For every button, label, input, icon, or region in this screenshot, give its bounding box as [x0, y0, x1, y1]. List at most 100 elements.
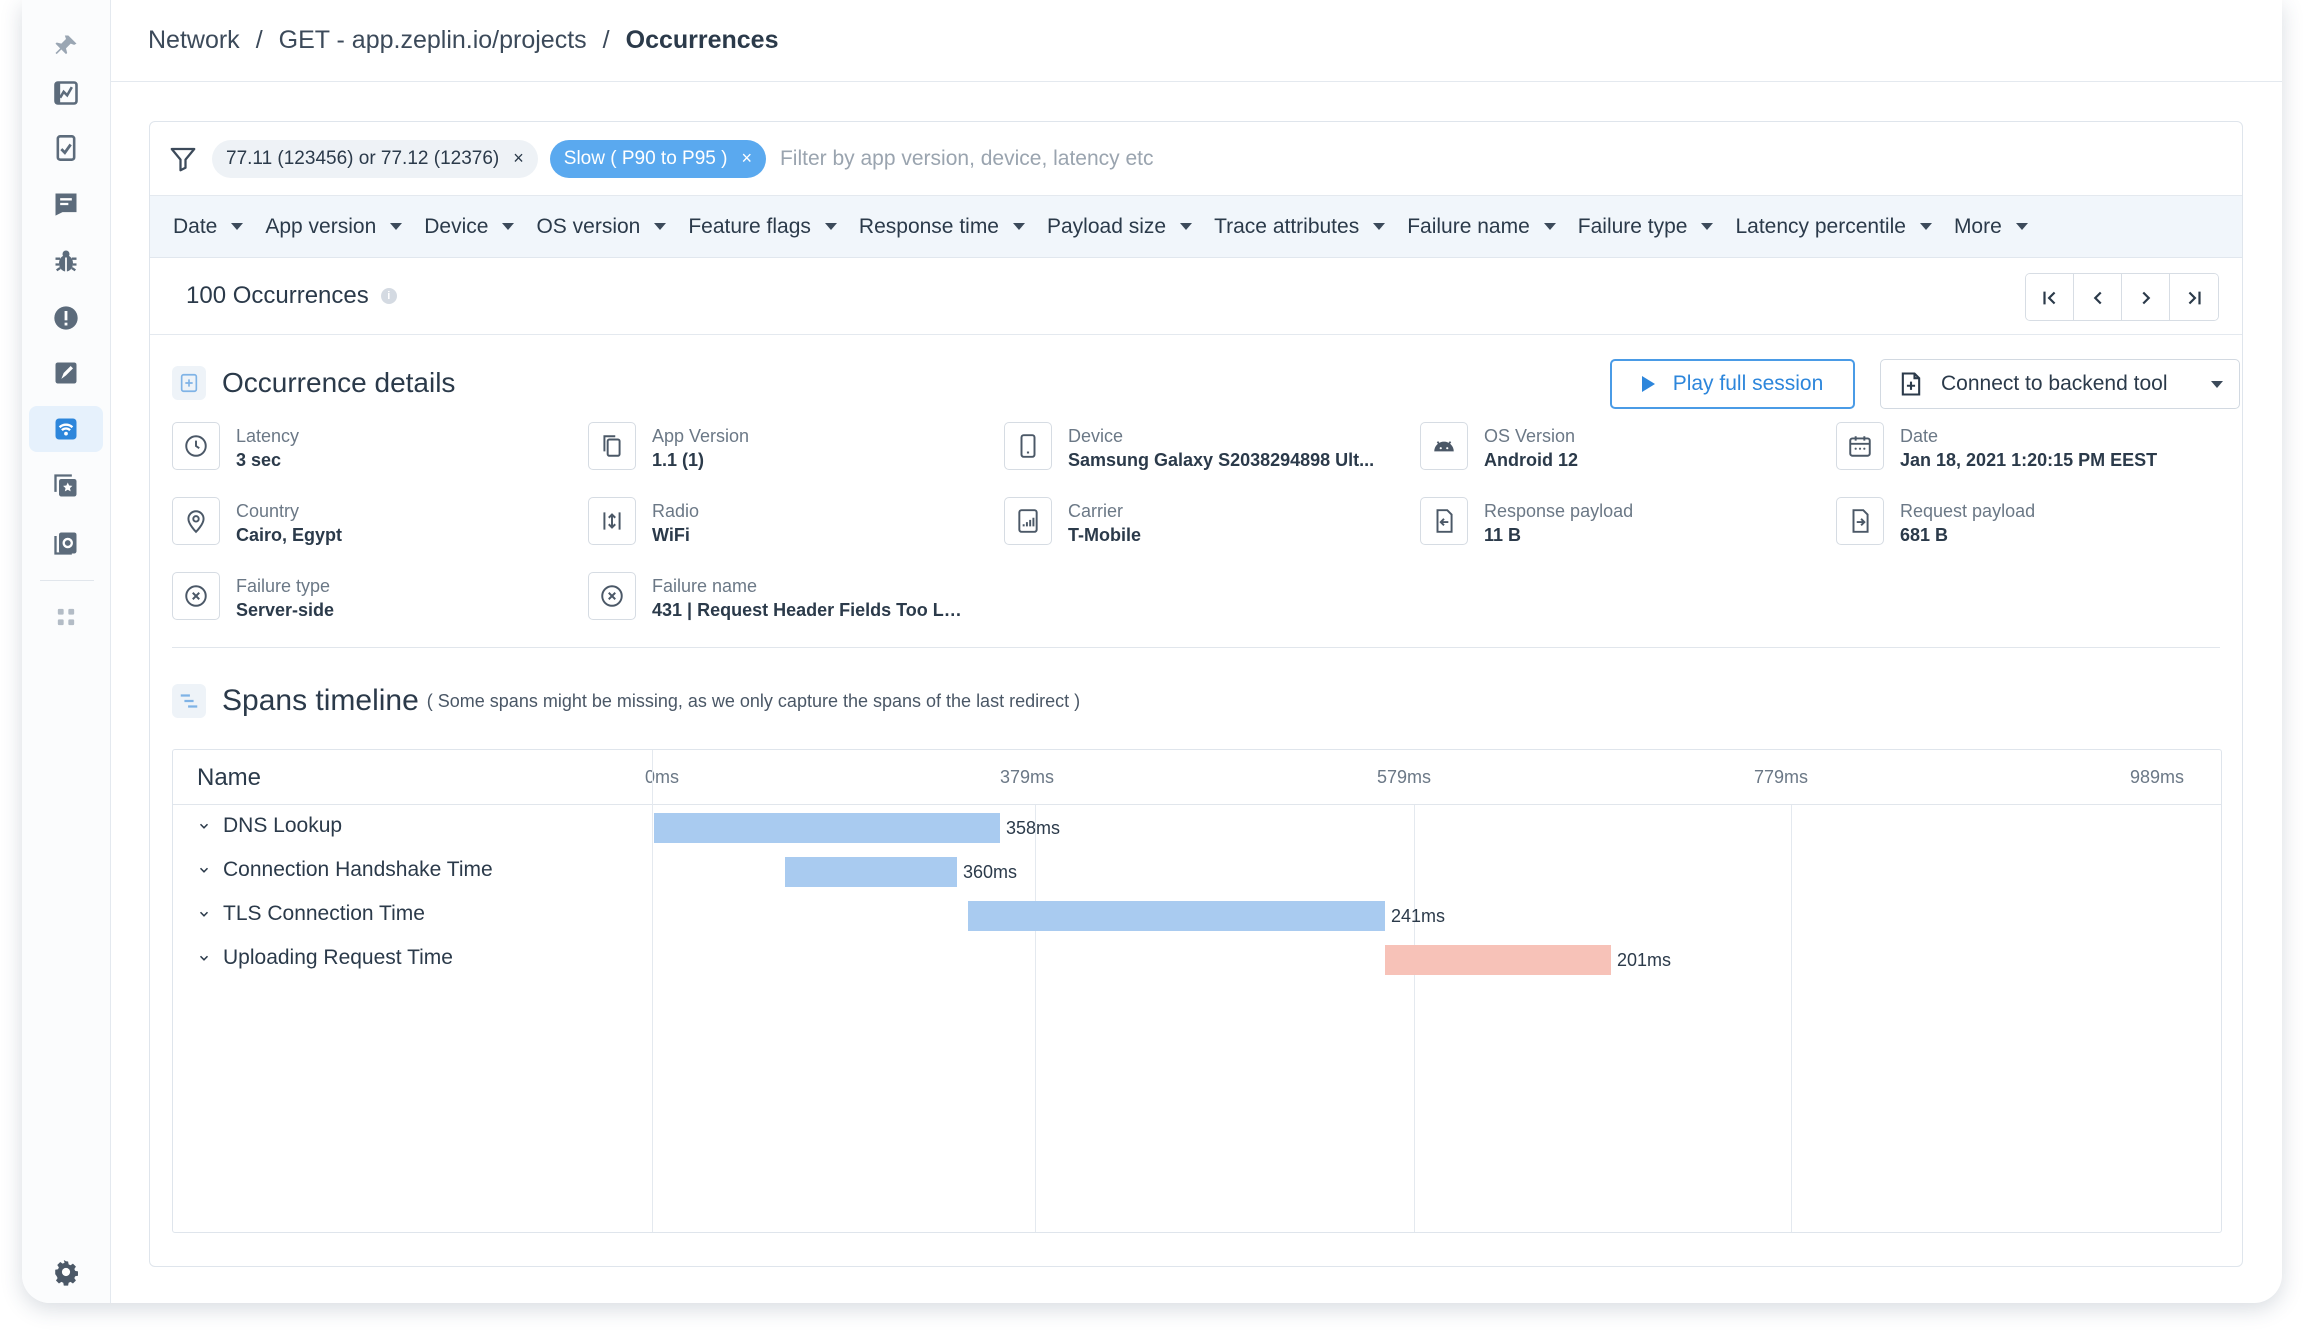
detail-value: T-Mobile [1068, 525, 1141, 545]
span-row-uploading-request[interactable]: Uploading Request Time [197, 946, 453, 970]
timeline-header-row: Name 0ms 379ms 579ms 779ms 989ms [173, 750, 2221, 805]
dimension-latency-percentile[interactable]: Latency percentile [1735, 214, 1932, 239]
play-full-session-button[interactable]: Play full session [1610, 359, 1855, 409]
connect-icon [1901, 372, 1921, 396]
x-circle-icon [172, 572, 220, 620]
dimension-device[interactable]: Device [424, 215, 515, 239]
last-page-button[interactable] [2170, 274, 2218, 320]
span-bar[interactable] [785, 857, 957, 887]
detail-label: Response payload [1484, 501, 1634, 521]
dimension-label: Latency percentile [1735, 214, 1906, 238]
span-row-dns-lookup[interactable]: DNS Lookup [197, 814, 342, 838]
caret-down-icon [2015, 223, 2028, 230]
remove-chip-icon[interactable]: × [513, 148, 524, 168]
span-name: TLS Connection Time [223, 902, 425, 925]
tick-label: 779ms [1754, 767, 1809, 787]
detail-country: Country Cairo, Egypt [172, 497, 572, 547]
apm-icon[interactable] [29, 125, 103, 171]
connect-backend-tool-button[interactable]: Connect to backend tool [1880, 359, 2240, 409]
grid-line [1414, 805, 1415, 1232]
dimension-failure-name[interactable]: Failure name [1407, 215, 1556, 239]
detail-value: 11 B [1484, 525, 1522, 545]
detail-device: Device Samsung Galaxy S2038294898 Ult... [1004, 422, 1404, 472]
occurrences-header: 100 Occurrences i [150, 258, 2242, 335]
detail-latency: Latency 3 sec [172, 422, 572, 472]
filter-search-input[interactable] [779, 146, 1580, 171]
connect-button-label: Connect to backend tool [1941, 372, 2168, 395]
dimension-failure-type[interactable]: Failure type [1578, 215, 1714, 239]
more-apps-icon[interactable] [29, 594, 103, 640]
gear-icon[interactable] [29, 1249, 103, 1295]
chevron-down-icon [199, 911, 209, 917]
span-bar[interactable] [1385, 945, 1611, 975]
first-page-button[interactable] [2026, 274, 2074, 320]
caret-down-icon [1013, 223, 1025, 230]
filter-bar: 77.11 (123456) or 77.12 (12376) × Slow (… [150, 122, 2242, 196]
request-icon [1836, 497, 1884, 545]
app-window: Network / GET - app.zeplin.io/projects /… [22, 0, 2282, 1303]
previous-page-button[interactable] [2074, 274, 2122, 320]
detail-value: Server-side [236, 600, 335, 620]
dimension-label: Trace attributes [1214, 214, 1360, 238]
caret-down-icon [502, 223, 515, 230]
detail-carrier: Carrier T-Mobile [1004, 497, 1404, 547]
breadcrumb-endpoint[interactable]: GET - app.zeplin.io/projects [278, 26, 587, 54]
detail-label: Failure type [236, 576, 331, 596]
reports-icon[interactable] [29, 181, 103, 227]
caret-down-icon[interactable] [2211, 381, 2223, 388]
remove-chip-icon[interactable]: × [741, 148, 752, 168]
dimension-feature-flags[interactable]: Feature flags [688, 215, 837, 239]
sessions-icon[interactable] [29, 520, 103, 566]
release-icon[interactable] [29, 350, 103, 396]
caret-down-icon [1701, 223, 1714, 230]
span-duration-label: 360ms [963, 862, 1018, 882]
detail-label: Radio [652, 501, 700, 521]
dashboard-icon[interactable] [29, 70, 103, 116]
pin-icon[interactable] [29, 23, 103, 69]
info-icon[interactable]: i [380, 288, 397, 304]
occurrence-details-header: Occurrence details [172, 366, 455, 400]
dimension-payload-size[interactable]: Payload size [1047, 215, 1193, 239]
span-row-tls-connection[interactable]: TLS Connection Time [197, 902, 425, 926]
featured-icon[interactable] [29, 463, 103, 509]
detail-label: App Version [652, 426, 750, 446]
dimension-os-version[interactable]: OS version [536, 214, 667, 239]
calendar-icon [1836, 422, 1884, 470]
breadcrumb-separator: / [602, 26, 610, 54]
span-bar[interactable] [968, 901, 1385, 931]
bug-icon[interactable] [29, 238, 103, 284]
detail-app-version: App Version 1.1 (1) [588, 422, 988, 472]
detail-value: 1.1 (1) [652, 450, 705, 470]
occurrences-card: 77.11 (123456) or 77.12 (12376) × Slow (… [149, 121, 2243, 1267]
dimension-trace-attributes[interactable]: Trace attributes [1214, 214, 1386, 239]
span-row-connection-handshake[interactable]: Connection Handshake Time [197, 858, 493, 882]
breadcrumb-network[interactable]: Network [148, 26, 240, 54]
tick-label: 379ms [1000, 767, 1055, 787]
filter-chip-app-version[interactable]: 77.11 (123456) or 77.12 (12376) × [212, 139, 538, 178]
filter-chip-label: Slow ( P90 to P95 ) [563, 147, 728, 169]
dimension-label: OS version [536, 214, 641, 238]
network-icon[interactable] [29, 406, 103, 452]
details-icon [172, 366, 206, 400]
location-icon [172, 497, 220, 545]
timeline-icon [172, 684, 206, 718]
dimension-more[interactable]: More [1954, 215, 2028, 239]
dimension-response-time[interactable]: Response time [859, 215, 1025, 239]
spans-timeline-title: Spans timeline [222, 684, 419, 717]
next-page-button[interactable] [2122, 274, 2170, 320]
detail-label: Device [1068, 426, 1124, 446]
spans-timeline-note: ( Some spans might be missing, as we onl… [426, 690, 1081, 711]
filter-chip-latency[interactable]: Slow ( P90 to P95 ) × [549, 139, 766, 178]
caret-down-icon [390, 223, 403, 230]
phone-icon [1004, 422, 1052, 470]
first-page-icon [2042, 291, 2055, 305]
name-column-header: Name [197, 764, 262, 791]
dimension-app-version[interactable]: App version [265, 215, 403, 239]
dimension-date[interactable]: Date [173, 215, 244, 239]
crash-icon[interactable] [29, 295, 103, 341]
detail-label: OS Version [1484, 426, 1576, 446]
span-bar[interactable] [654, 813, 1000, 843]
grid-line [652, 750, 653, 1232]
spans-timeline-table: Name 0ms 379ms 579ms 779ms 989ms DNS Loo… [172, 749, 2222, 1233]
breadcrumb-separator: / [255, 26, 263, 54]
